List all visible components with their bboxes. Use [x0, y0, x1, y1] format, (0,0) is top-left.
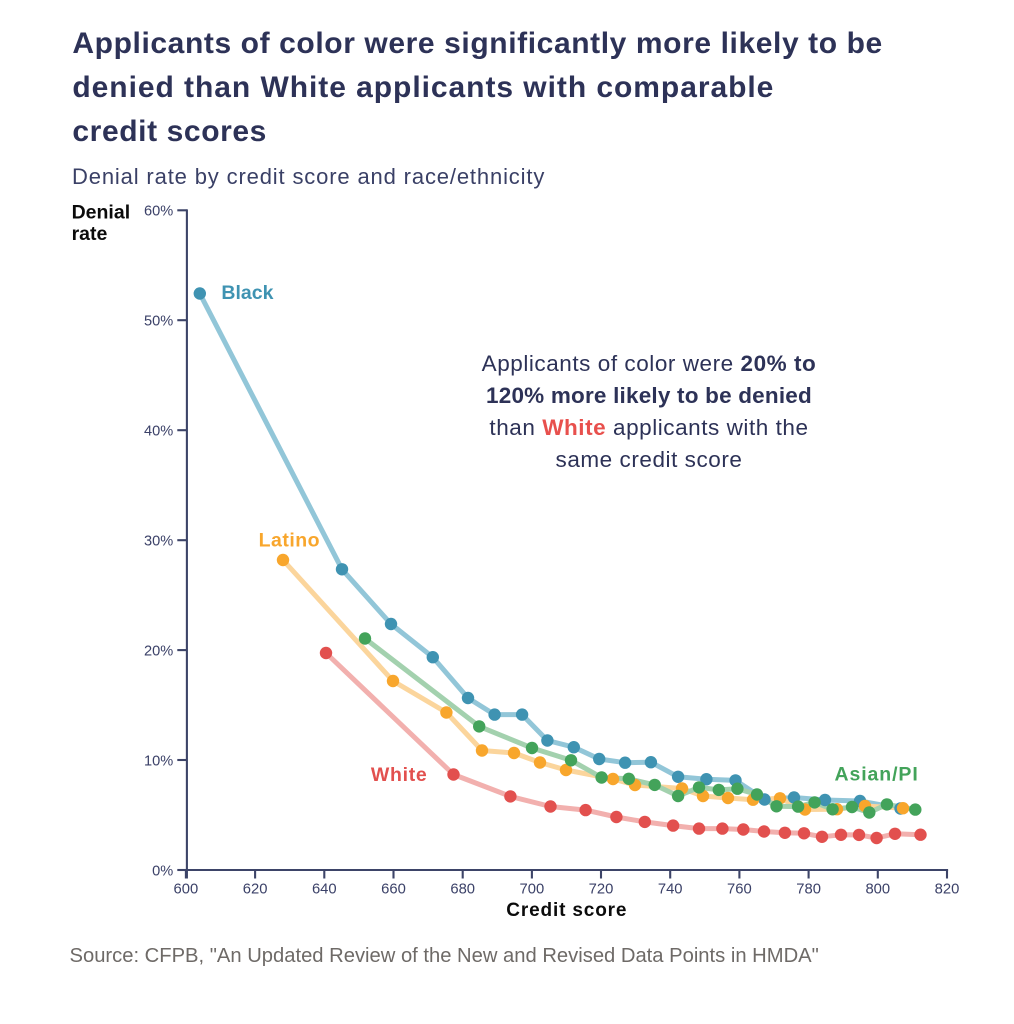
svg-text:660: 660	[381, 881, 406, 897]
svg-text:40%: 40%	[144, 424, 173, 440]
svg-text:0%: 0%	[152, 863, 173, 879]
svg-text:680: 680	[450, 881, 475, 897]
svg-text:10%: 10%	[144, 753, 173, 769]
svg-text:Latino: Latino	[259, 530, 321, 552]
svg-text:Black: Black	[221, 282, 273, 304]
svg-text:800: 800	[865, 881, 890, 897]
svg-text:Credit score: Credit score	[506, 900, 627, 921]
svg-text:50%: 50%	[144, 314, 173, 330]
svg-text:30%: 30%	[144, 534, 173, 550]
svg-text:Denial: Denial	[72, 201, 131, 223]
svg-text:60%: 60%	[144, 204, 173, 220]
svg-text:820: 820	[935, 881, 960, 897]
svg-text:20%: 20%	[144, 643, 173, 659]
svg-text:740: 740	[658, 881, 683, 897]
svg-text:720: 720	[589, 881, 614, 897]
svg-text:700: 700	[520, 881, 545, 897]
svg-text:620: 620	[243, 881, 268, 897]
svg-text:600: 600	[174, 881, 199, 897]
svg-text:780: 780	[796, 881, 821, 897]
svg-text:rate: rate	[72, 223, 108, 245]
svg-text:760: 760	[727, 881, 752, 897]
svg-text:640: 640	[312, 881, 337, 897]
svg-text:Asian/PI: Asian/PI	[835, 764, 919, 786]
svg-text:White: White	[371, 764, 428, 786]
